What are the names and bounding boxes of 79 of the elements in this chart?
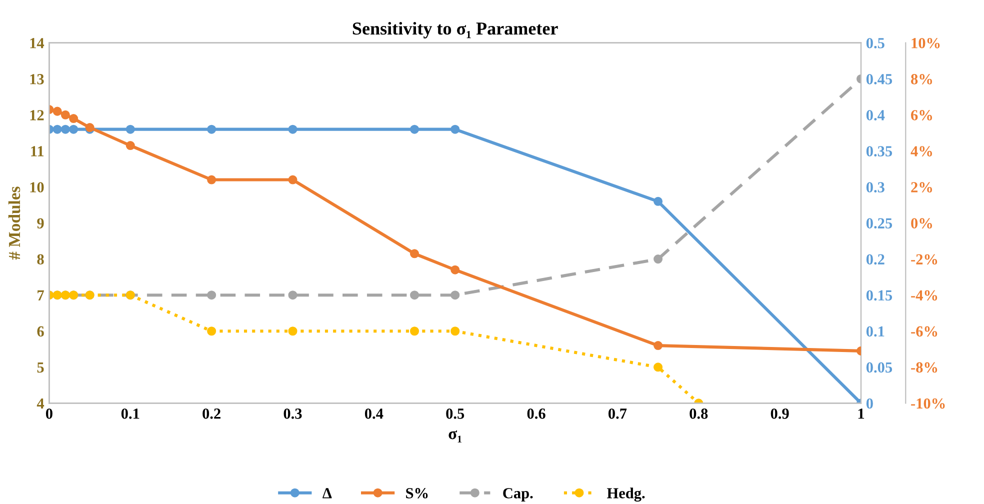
y-tick-label: 13 (30, 74, 44, 84)
point (450, 124, 460, 134)
point (207, 175, 216, 184)
y2-tick-label: 0.2 (866, 254, 884, 265)
x-axis-title: σ₁ (448, 430, 462, 442)
x-tick-label: 0.6 (527, 408, 546, 419)
point (410, 124, 420, 134)
x-tick-label: 1 (858, 408, 864, 419)
y2-tick-label: 0.5 (866, 38, 884, 48)
y2-tick-label: 0 (866, 398, 873, 409)
point (126, 141, 135, 150)
y-tick-label: 14 (30, 38, 44, 48)
legend-label: Hedg. (606, 488, 645, 502)
y3-tick-label: 0% (911, 218, 932, 229)
y3-tick-label: 6% (911, 110, 932, 120)
chart-title: Sensitivity to σ₁ Parameter (352, 22, 558, 38)
y-tick-label: 8 (37, 254, 44, 265)
point (654, 254, 663, 264)
y2-tick-label: 0.45 (866, 74, 892, 84)
point (654, 341, 663, 350)
y-tick-label: 6 (37, 326, 44, 337)
x-tick-label: 0 (46, 408, 52, 419)
y2-tick-label: 0.1 (866, 326, 884, 337)
point (410, 326, 420, 336)
y-axis-title: # Modules (8, 186, 20, 260)
x-tick-label: 0.4 (364, 408, 384, 419)
y-tick-label: 4 (36, 398, 44, 408)
y3-tick-label: 8% (911, 74, 932, 84)
y3-tick-label: 2% (911, 182, 932, 192)
point (207, 326, 216, 336)
point (52, 106, 62, 116)
y3-tick-label: -10% (911, 398, 945, 409)
point (288, 175, 298, 184)
y2-tick-label: 0.05 (866, 362, 892, 373)
x-tick-label: 0.5 (446, 408, 464, 419)
y-tick-label: 7 (38, 290, 44, 300)
y3-tick-label: -4% (911, 290, 938, 301)
point (654, 362, 663, 372)
point (450, 265, 460, 274)
y-tick-label: 5 (37, 362, 44, 373)
y2-tick-label: 0.35 (866, 146, 892, 156)
y2-tick-label: 0.25 (866, 218, 892, 229)
x-tick-label: 0.9 (770, 408, 789, 419)
point (126, 124, 135, 134)
legend-label: S% (406, 488, 428, 498)
point (207, 124, 216, 134)
x-tick-label: 0.8 (690, 408, 708, 419)
point (450, 290, 460, 300)
point (69, 114, 78, 124)
legend-label: Δ (322, 488, 332, 498)
y-tick-label: 12 (30, 110, 44, 120)
point (288, 290, 298, 300)
point (654, 196, 663, 206)
y3-tick-label: -6% (911, 326, 938, 337)
y3-tick-label: -2% (911, 254, 938, 265)
y-tick-label: 9 (37, 218, 44, 228)
point (410, 249, 420, 258)
y2-tick-label: 0.4 (866, 110, 885, 120)
y3-tick-label: 10% (912, 38, 940, 48)
x-tick-label: 0.2 (202, 408, 220, 419)
legend-label: Cap. (503, 488, 533, 502)
point (288, 124, 298, 134)
point (69, 124, 78, 134)
y-tick-label: 11 (31, 146, 44, 156)
x-tick-label: 0.7 (608, 408, 627, 419)
point (450, 326, 460, 336)
point (288, 326, 298, 336)
x-tick-label: 0.3 (284, 408, 302, 419)
y3-tick-label: 4% (910, 146, 932, 156)
y-tick-label: 10 (30, 182, 44, 192)
y3-tick-label: -8% (911, 362, 938, 373)
point (52, 124, 62, 134)
y2-tick-label: 0.15 (866, 290, 892, 301)
point (207, 290, 216, 300)
x-tick-label: 0.1 (121, 408, 140, 419)
point (60, 110, 70, 120)
point (410, 290, 420, 300)
point (60, 124, 70, 134)
y2-tick-label: 0.3 (866, 182, 884, 192)
